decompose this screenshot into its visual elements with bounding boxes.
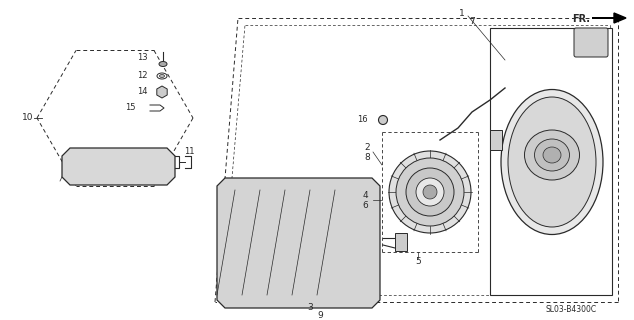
Text: 12: 12 xyxy=(138,71,148,81)
Text: 16: 16 xyxy=(358,116,368,124)
Ellipse shape xyxy=(159,61,167,67)
Text: 3: 3 xyxy=(307,303,313,313)
Text: 9: 9 xyxy=(317,310,323,319)
Text: SL03-B4300C: SL03-B4300C xyxy=(545,306,596,315)
Ellipse shape xyxy=(501,90,603,235)
Ellipse shape xyxy=(160,75,164,77)
Ellipse shape xyxy=(543,147,561,163)
Text: 5: 5 xyxy=(415,258,421,267)
FancyBboxPatch shape xyxy=(395,233,407,251)
Text: FR.: FR. xyxy=(572,14,590,24)
Ellipse shape xyxy=(423,185,437,199)
FancyBboxPatch shape xyxy=(490,130,502,150)
Text: 15: 15 xyxy=(126,103,136,113)
Text: 6: 6 xyxy=(362,202,368,211)
Text: 14: 14 xyxy=(138,87,148,97)
Ellipse shape xyxy=(378,116,387,124)
Text: 10: 10 xyxy=(22,114,34,123)
Polygon shape xyxy=(490,28,612,295)
Ellipse shape xyxy=(524,130,579,180)
Text: 11: 11 xyxy=(184,148,194,156)
Text: 1: 1 xyxy=(459,10,465,19)
Ellipse shape xyxy=(389,151,471,233)
Text: 4: 4 xyxy=(363,191,368,201)
FancyBboxPatch shape xyxy=(574,28,608,57)
FancyArrow shape xyxy=(592,13,626,23)
Ellipse shape xyxy=(534,139,569,171)
Text: 13: 13 xyxy=(138,53,148,62)
Ellipse shape xyxy=(416,178,444,206)
Ellipse shape xyxy=(396,158,464,226)
Polygon shape xyxy=(62,148,175,185)
Text: 7: 7 xyxy=(469,18,475,27)
Polygon shape xyxy=(217,178,380,308)
Ellipse shape xyxy=(508,97,596,227)
Text: 2: 2 xyxy=(365,143,370,153)
Text: 8: 8 xyxy=(365,154,370,163)
Ellipse shape xyxy=(406,168,454,216)
